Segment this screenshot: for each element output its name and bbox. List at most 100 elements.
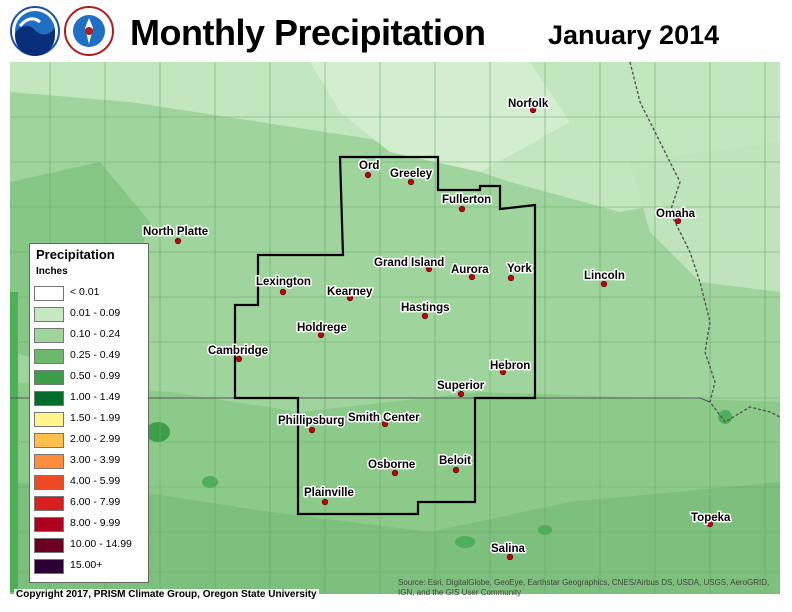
legend-swatch <box>34 307 64 322</box>
city-label: Greeley <box>390 168 433 180</box>
legend-swatch <box>34 538 64 553</box>
city-label: North Platte <box>143 226 208 238</box>
legend-item: 6.00 - 7.99 <box>34 495 146 511</box>
city-dot <box>706 520 714 528</box>
legend-item: 8.00 - 9.99 <box>34 516 146 532</box>
legend-swatch <box>34 433 64 448</box>
city-label: Osborne <box>368 459 415 471</box>
legend-swatch <box>34 454 64 469</box>
city-label: Topeka <box>691 512 731 524</box>
legend-label: 10.00 - 14.99 <box>70 538 132 550</box>
city-marker: Plainville <box>303 486 355 506</box>
legend-label: 0.50 - 0.99 <box>70 370 121 382</box>
legend-label: 1.50 - 1.99 <box>70 412 121 424</box>
city-label: Holdrege <box>297 322 347 334</box>
legend-label: 3.00 - 3.99 <box>70 454 121 466</box>
city-dot <box>364 171 372 179</box>
legend-swatch <box>34 349 64 364</box>
legend-item: 1.50 - 1.99 <box>34 411 146 427</box>
city-label: Fullerton <box>442 194 491 206</box>
legend-title: Precipitation <box>36 247 115 262</box>
legend-item: 1.00 - 1.49 <box>34 390 146 406</box>
legend-item: < 0.01 <box>34 285 146 301</box>
legend-swatch <box>34 517 64 532</box>
city-marker: York <box>506 262 534 282</box>
city-markers: Norfolk Ord Greeley Fullerton North Platte Om… <box>142 97 733 561</box>
city-dot <box>468 273 476 281</box>
city-marker: Hastings <box>400 301 451 320</box>
city-label: Norfolk <box>508 98 549 110</box>
city-dot <box>317 331 325 339</box>
city-label: Lexington <box>256 276 311 288</box>
legend-label: < 0.01 <box>70 286 100 298</box>
city-marker: Norfolk <box>507 97 550 114</box>
legend-label: 0.01 - 0.09 <box>70 307 121 319</box>
legend-item: 3.00 - 3.99 <box>34 453 146 469</box>
missouri-river-border <box>629 62 780 423</box>
city-marker: Hebron <box>489 359 532 376</box>
city-label: Hebron <box>490 360 530 372</box>
legend-label: 1.00 - 1.49 <box>70 391 121 403</box>
city-dot <box>506 553 514 561</box>
city-marker: Salina <box>490 542 527 561</box>
legend-label: 4.00 - 5.99 <box>70 475 121 487</box>
city-dot <box>425 265 433 273</box>
city-label: Cambridge <box>208 345 268 357</box>
city-marker: Ord <box>358 159 381 179</box>
legend-swatch <box>34 559 64 574</box>
city-marker: Omaha <box>655 207 697 225</box>
wet-spot-2 <box>202 476 218 488</box>
light-region-northeast <box>630 142 780 292</box>
city-dot <box>529 106 537 114</box>
nws-logo <box>64 6 114 56</box>
legend-item: 0.25 - 0.49 <box>34 348 146 364</box>
city-marker: Smith Center <box>347 411 422 428</box>
city-label: Smith Center <box>348 412 420 424</box>
legend-item: 0.50 - 0.99 <box>34 369 146 385</box>
city-marker: Lincoln <box>583 269 626 288</box>
legend-item: 0.10 - 0.24 <box>34 327 146 343</box>
city-label: York <box>507 263 532 275</box>
legend-item: 15.00+ <box>34 558 146 574</box>
legend-label: 0.10 - 0.24 <box>70 328 121 340</box>
legend-label: 2.00 - 2.99 <box>70 433 121 445</box>
copyright-text: Copyright 2017, PRISM Climate Group, Ore… <box>14 589 319 600</box>
legend-item: 0.01 - 0.09 <box>34 306 146 322</box>
city-marker: Superior <box>436 379 486 398</box>
city-marker: Lexington <box>255 275 312 296</box>
noaa-logo <box>10 6 60 56</box>
legend-swatch <box>34 496 64 511</box>
city-dot <box>452 466 460 474</box>
city-dot <box>421 312 429 320</box>
city-marker: Topeka <box>690 511 733 528</box>
legend-label: 6.00 - 7.99 <box>70 496 121 508</box>
darker-region-south <box>10 482 780 594</box>
city-label: Superior <box>437 380 485 392</box>
city-label: Beloit <box>439 455 471 467</box>
city-dot <box>381 420 389 428</box>
wet-spot-3 <box>455 536 475 548</box>
city-label: Kearney <box>327 286 373 298</box>
legend-units: Inches <box>36 266 68 277</box>
legend-swatch <box>34 370 64 385</box>
city-marker: Grand Island <box>373 256 446 273</box>
city-label: Omaha <box>656 208 696 220</box>
city-label: Lincoln <box>584 270 625 282</box>
legend: Precipitation Inches < 0.01 0.01 - 0.09 0.… <box>29 243 149 583</box>
city-label: Phillipsburg <box>278 415 344 427</box>
source-credit: Source: Esri, DigitalGlobe, GeoEye, Eart… <box>398 578 770 597</box>
legend-swatch <box>34 475 64 490</box>
city-dot <box>600 280 608 288</box>
city-marker: Cambridge <box>207 344 270 363</box>
wfo-boundary <box>233 155 537 516</box>
city-marker: Beloit <box>438 454 473 474</box>
header: Monthly Precipitation January 2014 <box>0 0 792 62</box>
legend-swatch <box>34 286 64 301</box>
wet-spot-1 <box>146 422 170 442</box>
legend-item: 4.00 - 5.99 <box>34 474 146 490</box>
city-label: Ord <box>359 160 379 172</box>
city-label: Grand Island <box>374 257 444 269</box>
city-dot <box>458 205 466 213</box>
city-marker: North Platte <box>142 225 210 245</box>
legend-swatch <box>34 328 64 343</box>
